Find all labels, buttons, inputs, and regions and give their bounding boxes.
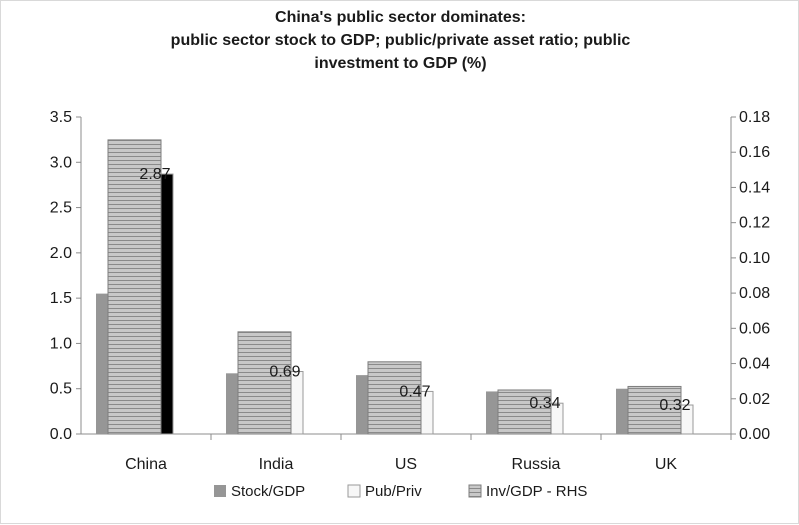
data-label-pub-priv: 0.34 bbox=[529, 395, 560, 412]
left-axis-tick-label: 1.0 bbox=[50, 335, 72, 352]
bar-inv-gdp bbox=[627, 385, 682, 435]
legend-stock-gdp-label: Stock/GDP bbox=[231, 483, 305, 500]
bar-stock-gdp bbox=[226, 373, 238, 434]
x-axis-category-label: UK bbox=[655, 456, 678, 473]
bar-pub-priv bbox=[160, 173, 174, 435]
right-axis-tick-label: 0.08 bbox=[739, 285, 770, 302]
x-axis-category-label: Russia bbox=[512, 456, 561, 473]
left-axis-tick-label: 2.0 bbox=[50, 245, 72, 262]
right-axis-tick-label: 0.18 bbox=[739, 109, 770, 126]
x-axis-category-label: US bbox=[395, 456, 417, 473]
left-axis-tick-label: 1.5 bbox=[50, 290, 72, 307]
data-label-pub-priv: 0.47 bbox=[399, 383, 430, 400]
bar-pub-priv bbox=[290, 371, 304, 435]
bar-inv-gdp bbox=[237, 331, 292, 435]
legend-stock-gdp-swatch bbox=[214, 485, 226, 497]
chart-title-line-1: China's public sector dominates: bbox=[275, 9, 526, 26]
bar-stock-gdp bbox=[616, 388, 628, 434]
chart-title-line-3: investment to GDP (%) bbox=[314, 55, 487, 72]
legend-pub-priv-swatch bbox=[347, 484, 361, 498]
left-axis-tick-label: 3.0 bbox=[50, 154, 72, 171]
data-label-pub-priv: 2.87 bbox=[139, 166, 170, 183]
bar-stock-gdp bbox=[486, 391, 498, 434]
left-axis-tick-label: 0.0 bbox=[50, 426, 72, 443]
right-axis-tick-label: 0.04 bbox=[739, 356, 770, 373]
bar-inv-gdp bbox=[367, 361, 422, 435]
x-axis-category-label: China bbox=[125, 456, 167, 473]
right-axis-tick-label: 0.14 bbox=[739, 179, 770, 196]
chart-title-line-2: public sector stock to GDP; public/priva… bbox=[170, 32, 631, 49]
x-axis-category-label: India bbox=[259, 456, 294, 473]
bar-inv-gdp bbox=[497, 389, 552, 435]
left-axis-tick-label: 2.5 bbox=[50, 200, 72, 217]
right-axis-tick-label: 0.00 bbox=[739, 426, 770, 443]
data-label-pub-priv: 0.32 bbox=[659, 397, 690, 414]
data-label-pub-priv: 0.69 bbox=[269, 364, 300, 381]
right-axis-tick-label: 0.02 bbox=[739, 391, 770, 408]
legend-pub-priv-label: Pub/Priv bbox=[365, 483, 422, 500]
bar-inv-gdp bbox=[107, 139, 162, 435]
left-axis-tick-label: 3.5 bbox=[50, 109, 72, 126]
right-axis-tick-label: 0.10 bbox=[739, 250, 770, 267]
legend-inv-gdp-swatch bbox=[468, 484, 482, 498]
legend-inv-gdp-label: Inv/GDP - RHS bbox=[486, 483, 587, 500]
bar-stock-gdp bbox=[356, 375, 368, 434]
right-axis-tick-label: 0.06 bbox=[739, 320, 770, 337]
bar-stock-gdp bbox=[96, 293, 108, 434]
left-axis-tick-label: 0.5 bbox=[50, 381, 72, 398]
right-axis-tick-label: 0.16 bbox=[739, 144, 770, 161]
right-axis-tick-label: 0.12 bbox=[739, 215, 770, 232]
